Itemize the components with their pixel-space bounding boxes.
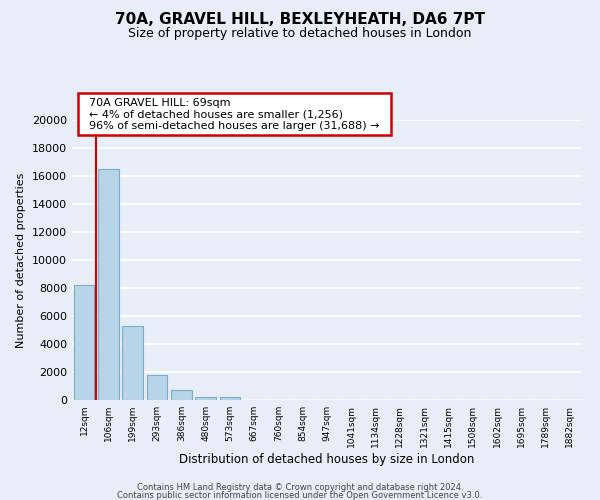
X-axis label: Distribution of detached houses by size in London: Distribution of detached houses by size … xyxy=(179,452,475,466)
Bar xyxy=(74,285,94,400)
Text: Size of property relative to detached houses in London: Size of property relative to detached ho… xyxy=(128,28,472,40)
Y-axis label: Number of detached properties: Number of detached properties xyxy=(16,172,26,348)
Text: Contains public sector information licensed under the Open Government Licence v3: Contains public sector information licen… xyxy=(118,492,482,500)
Bar xyxy=(195,396,216,400)
Bar xyxy=(146,375,167,400)
Text: Contains HM Land Registry data © Crown copyright and database right 2024.: Contains HM Land Registry data © Crown c… xyxy=(137,483,463,492)
Bar xyxy=(220,397,240,400)
Text: 70A GRAVEL HILL: 69sqm
  ← 4% of detached houses are smaller (1,256)
  96% of se: 70A GRAVEL HILL: 69sqm ← 4% of detached … xyxy=(82,98,387,131)
Bar xyxy=(171,390,191,400)
Bar xyxy=(98,169,119,400)
Text: 70A, GRAVEL HILL, BEXLEYHEATH, DA6 7PT: 70A, GRAVEL HILL, BEXLEYHEATH, DA6 7PT xyxy=(115,12,485,28)
Bar xyxy=(122,326,143,400)
